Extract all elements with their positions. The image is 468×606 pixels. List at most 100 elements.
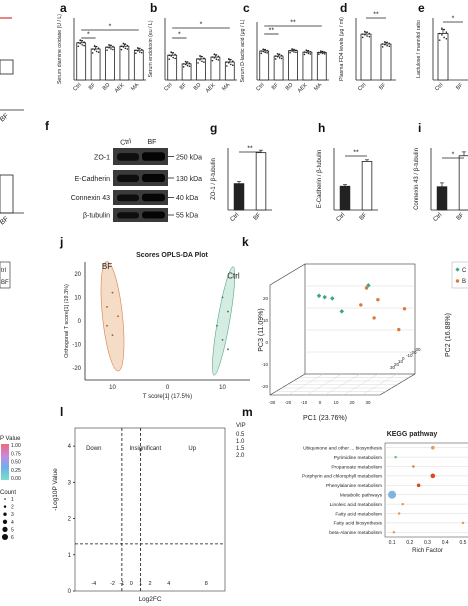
y-axis-label: Lactulose / mannitol ratio bbox=[416, 20, 422, 78]
data-point bbox=[280, 54, 283, 57]
score-point bbox=[117, 315, 119, 318]
panel-letter-i: i bbox=[418, 121, 421, 135]
y-axis-label: Serum endotoxin (eu / L) bbox=[148, 20, 154, 77]
data-point bbox=[174, 53, 176, 56]
data-point bbox=[201, 55, 203, 58]
y-axis-label: ZO-1 / β-tubulin bbox=[211, 158, 217, 200]
pathway-label: Fatty acid metabolism bbox=[335, 511, 382, 517]
y-tick-label: 0 bbox=[78, 319, 82, 325]
vip-legend-title: VIP bbox=[236, 423, 246, 429]
blot-kda-label: 55 kDa bbox=[176, 213, 198, 220]
score-point bbox=[216, 324, 218, 327]
fragment-count-legend: 1 23 45 6 bbox=[1, 497, 14, 541]
data-point bbox=[203, 57, 205, 59]
data-point bbox=[184, 60, 187, 63]
x-tick-label: BF bbox=[378, 82, 388, 92]
data-point bbox=[291, 50, 293, 52]
data-point bbox=[79, 42, 82, 45]
data-point bbox=[305, 51, 308, 54]
blot-band-ctrl bbox=[117, 194, 139, 202]
data-point bbox=[262, 50, 265, 53]
count-size-label: 4 bbox=[11, 520, 14, 526]
data-point bbox=[199, 58, 201, 61]
panel-letter-k: k bbox=[242, 235, 249, 249]
panel-letter-e: e bbox=[418, 1, 425, 15]
data-point bbox=[438, 32, 441, 35]
pathway-label: Fatty acid biosynthesis bbox=[333, 521, 382, 527]
x-tick-label: -30 bbox=[269, 400, 276, 405]
data-point bbox=[366, 31, 368, 34]
x-tick-label: BF bbox=[88, 82, 98, 92]
y-tick-label: 0 bbox=[265, 340, 268, 345]
count-size-dot bbox=[3, 505, 7, 508]
data-point bbox=[443, 28, 445, 31]
data-point bbox=[305, 49, 308, 52]
data-point bbox=[182, 63, 185, 65]
vip-legend-value: 0.5 bbox=[236, 432, 245, 438]
x-tick-label: Ctrl bbox=[72, 82, 82, 92]
x-axis-label: PC1 (23.76%) bbox=[303, 415, 347, 422]
count-size-dot bbox=[3, 512, 7, 516]
panel-letter-l: l bbox=[60, 405, 63, 419]
bar-chart-d: Plasma FD4 levels (μg / ml) Ctrl BF ** bbox=[339, 12, 396, 92]
data-point bbox=[289, 49, 291, 52]
count-size-dot bbox=[2, 526, 8, 533]
data-point bbox=[182, 66, 185, 68]
x-tick-label: Ctrl bbox=[163, 82, 173, 92]
x-tick-label: 10 bbox=[333, 400, 339, 405]
data-point bbox=[172, 52, 174, 54]
x-tick-label: -10 bbox=[301, 400, 308, 405]
score-point bbox=[111, 334, 114, 337]
pathway-label: Linoleic acid metabolism bbox=[330, 502, 382, 508]
chart-title: Scores OPLS-DA Plot bbox=[136, 252, 208, 259]
panel-letter-c: c bbox=[243, 1, 250, 15]
fragment-label-bf1: BF bbox=[0, 112, 10, 123]
x-tick-label: 8 bbox=[205, 581, 208, 587]
pvalue-tick-label: 0.50 bbox=[11, 460, 21, 466]
y-tick-label: 1 bbox=[68, 553, 72, 559]
data-point bbox=[381, 43, 384, 45]
fragment-bar-2 bbox=[0, 174, 14, 214]
data-point bbox=[309, 50, 312, 53]
pathway-label: Porphyrin and chlorophyll metabolism bbox=[302, 474, 382, 480]
data-point bbox=[188, 65, 191, 68]
bar-chart-e: Lactulose / mannitol ratio Ctrl BF * bbox=[416, 16, 468, 92]
data-point bbox=[97, 51, 100, 53]
x-tick-label: 0.4 bbox=[442, 540, 449, 546]
pca-point-b bbox=[402, 307, 407, 311]
plot-frame bbox=[74, 427, 226, 592]
x-tick-label: Ctrl bbox=[434, 82, 444, 92]
bar-chart-g: ZO-1 / β-tubulin Ctrl BF ** bbox=[211, 146, 272, 223]
y-tick-label: 2 bbox=[68, 517, 72, 523]
data-point bbox=[321, 50, 324, 53]
x-tick-label: 30 bbox=[365, 400, 371, 405]
x-tick-label: BD bbox=[102, 82, 112, 92]
data-point bbox=[124, 47, 127, 50]
count-size-label: 6 bbox=[11, 535, 14, 541]
x-tick-label: -2 bbox=[110, 581, 115, 587]
kegg-bubble-plot: KEGG pathway Ubiquinone and other ... bio… bbox=[302, 431, 468, 554]
x-tick-label: BF bbox=[253, 212, 263, 222]
blot-protein-label: Connexin 43 bbox=[71, 195, 110, 202]
region-label-insignificant: Insignificant bbox=[129, 446, 161, 452]
data-point bbox=[443, 36, 445, 39]
x-tick-label: BF bbox=[359, 212, 369, 222]
x-tick-label: BF bbox=[179, 82, 189, 92]
score-point bbox=[227, 348, 229, 351]
data-point bbox=[211, 56, 214, 58]
pvalue-tick-label: 0.75 bbox=[11, 451, 21, 457]
data-point bbox=[295, 49, 297, 52]
pca-box-edge bbox=[269, 263, 306, 286]
data-point bbox=[388, 45, 391, 48]
x-tick-label: MA bbox=[130, 82, 140, 92]
fragment-legend-2: BF bbox=[1, 280, 9, 286]
data-point bbox=[321, 52, 324, 55]
data-point bbox=[122, 42, 125, 45]
x-tick-label: Ctrl bbox=[357, 82, 367, 92]
data-point bbox=[217, 59, 220, 61]
x-tick-label: 0.2 bbox=[406, 540, 413, 546]
data-point bbox=[280, 57, 283, 60]
y-tick-label: 10 bbox=[74, 295, 81, 301]
data-point bbox=[445, 31, 448, 33]
